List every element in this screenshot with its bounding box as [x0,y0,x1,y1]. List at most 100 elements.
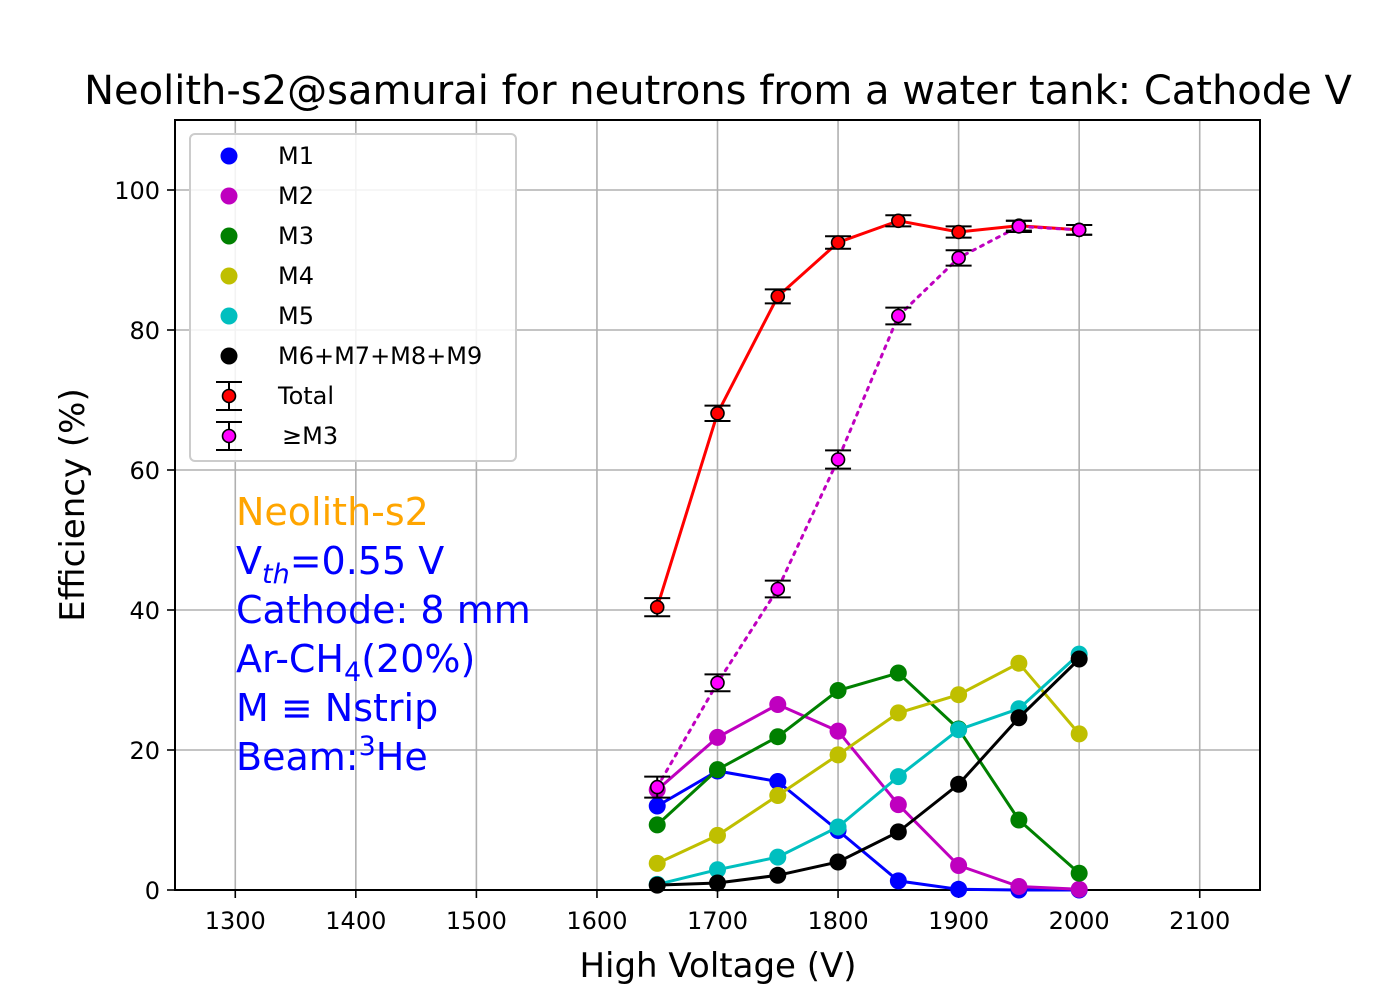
data-point [950,721,968,739]
data-point [648,797,666,815]
data-point [769,728,787,746]
legend-markers [216,147,242,451]
x-tick-label: 1800 [808,907,869,935]
data-point [1010,654,1028,672]
annotation-beam: Beam:3He [236,731,428,779]
data-point [829,818,847,836]
data-point [951,250,966,266]
legend-marker-m5 [220,307,238,325]
data-point [1070,650,1088,668]
legend-label-m1: M1 [278,142,314,170]
data-point [1010,811,1028,829]
data-point [770,581,786,597]
series-m6-m9 [648,650,1088,894]
y-axis-label: Efficiency (%) [53,388,93,621]
series-line-ge-m3 [655,224,1081,789]
data-point [950,880,968,898]
annotation-gas: Ar-CH4(20%) [236,637,475,688]
series-m4 [648,654,1088,872]
data-point [889,823,907,841]
data-point [1010,878,1028,895]
data-point [709,761,726,779]
data-point [950,775,968,793]
legend-marker-m1 [220,147,238,165]
legend-marker-m3 [220,227,238,245]
data-point [1011,219,1027,234]
series-m3 [648,664,1088,882]
data-series [644,213,1093,899]
legend-label-ge-m3: ≥M3 [282,422,338,450]
data-point [769,696,787,713]
data-point [1070,880,1088,898]
x-tick-label: 1700 [687,907,748,935]
series-ge-m3 [644,219,1093,799]
data-point [829,722,847,740]
data-point [1071,222,1087,238]
axis-ticks: 1300 1400 1500 1600 1700 1800 1900 2000 2100 0 20 4… [114,177,1230,935]
x-tick-label: 1600 [566,907,627,935]
legend-marker-m2 [220,187,238,205]
data-point [648,876,666,894]
y-tick-label: 100 [114,177,160,205]
data-point [1010,709,1028,727]
data-point [829,853,847,871]
data-point [950,857,968,874]
series-line-m3 [656,671,1081,875]
annotation-cathode: Cathode: 8 mm [236,588,531,632]
x-tick-label: 1300 [205,907,266,935]
series-line-m6-m9 [657,657,1081,887]
data-point [710,675,725,691]
data-point [889,704,907,722]
series-line-m5 [656,652,1081,886]
data-point [889,872,907,890]
x-tick-label: 2100 [1169,907,1230,935]
x-axis-label: High Voltage (V) [579,946,856,986]
data-point [891,308,906,324]
data-point [649,599,665,615]
data-point [1070,725,1088,743]
data-point [770,289,786,304]
y-tick-label: 60 [129,457,160,485]
legend-marker-m4 [220,267,238,285]
data-point [830,452,846,467]
legend: M1 M2 M3 M4 M5 M6+M7+M8+M9 Total ≥M3 [189,133,517,462]
legend-marker-ge-m3 [221,428,237,444]
annotation-multiplicity: M ≡ Nstrip [236,686,438,730]
y-tick-label: 0 [145,877,160,905]
annotation-threshold: Vth=0.55 V [236,539,444,590]
data-point [950,686,968,704]
chart-title: Neolith-s2@samurai for neutrons from a w… [84,68,1352,114]
series-line-m4 [656,661,1081,865]
legend-box [189,133,517,462]
data-point [649,779,665,795]
legend-label-m2: M2 [278,182,314,210]
data-point [769,787,787,804]
legend-marker-m6-m9 [220,347,238,365]
x-tick-label: 2000 [1049,907,1110,935]
data-point [829,682,847,699]
data-point [709,861,726,879]
x-tick-label: 1500 [446,907,507,935]
data-point [891,213,906,229]
data-point [889,664,907,682]
data-point [769,773,787,790]
y-tick-label: 20 [129,737,160,765]
data-point [769,848,787,866]
data-point [648,816,666,834]
data-point [829,746,847,764]
data-point [769,866,787,884]
series-line-total [655,219,1080,608]
data-point [1070,864,1088,882]
legend-label-total: Total [277,382,334,410]
legend-label-m3: M3 [278,222,314,250]
legend-label-m4: M4 [278,262,314,290]
legend-label-m5: M5 [278,302,314,330]
x-tick-label: 1400 [325,907,386,935]
data-point [709,728,726,746]
legend-marker-total [221,388,237,404]
data-point [709,874,726,892]
annotation-block: Neolith-s2 Vth=0.55 V Cathode: 8 mm Ar-C… [236,490,531,779]
data-point [710,405,725,421]
data-point [889,768,907,786]
